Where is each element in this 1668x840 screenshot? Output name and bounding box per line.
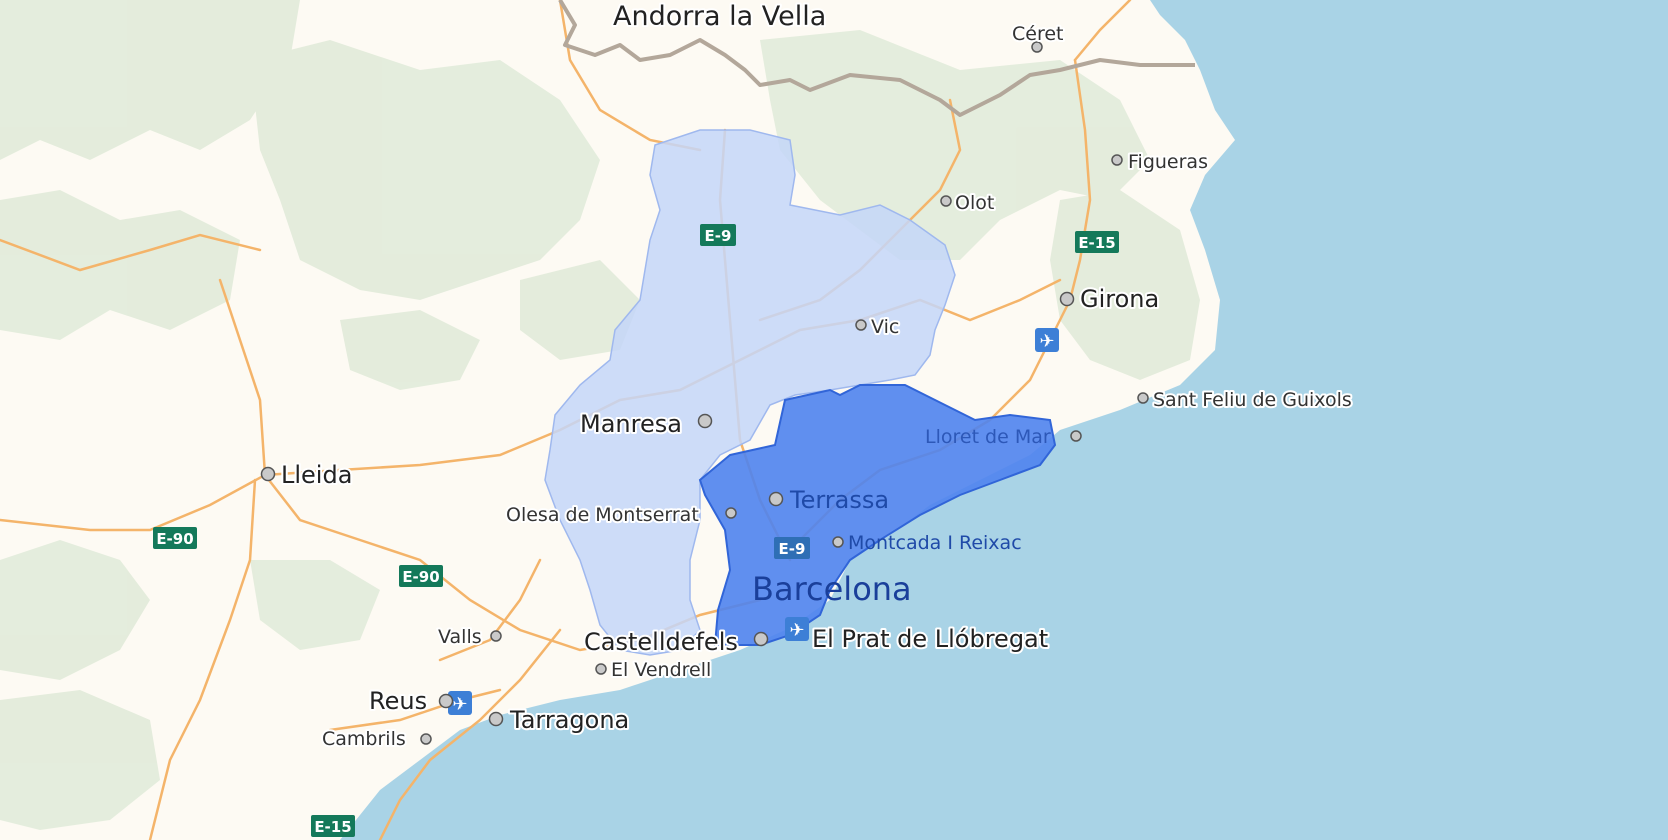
label-terrassa[interactable]: Terrassa xyxy=(789,486,889,514)
svg-text:E-90: E-90 xyxy=(402,568,439,586)
city-dot-icon xyxy=(1070,430,1082,442)
city-dot-icon xyxy=(438,693,454,709)
city-dot-icon xyxy=(753,631,769,647)
label-montcada[interactable]: Montcada I Reixac xyxy=(848,532,1022,554)
airport-reus[interactable]: ✈ xyxy=(448,691,472,715)
airport-girona[interactable]: ✈ xyxy=(1035,328,1059,352)
label-manresa[interactable]: Manresa xyxy=(578,408,684,440)
label-figueras[interactable]: Figueras xyxy=(1126,149,1210,175)
road-shield-e9-north: E-9 xyxy=(700,224,736,246)
label-valls[interactable]: Valls xyxy=(436,624,484,650)
forest-areas xyxy=(0,0,1200,830)
metropolitan-region[interactable] xyxy=(698,384,1057,646)
road-shield-e90-west: E-90 xyxy=(153,527,197,549)
road-shield-e15-south: E-15 xyxy=(311,815,355,837)
city-dot-icon xyxy=(1031,41,1043,53)
label-andorra[interactable]: Andorra la Vella xyxy=(611,0,828,34)
label-cambrils[interactable]: Cambrils xyxy=(320,726,408,752)
label-olot[interactable]: Olot xyxy=(953,190,996,216)
mediterranean-sea xyxy=(340,0,1668,840)
city-dot-icon xyxy=(832,536,844,548)
city-dot-icon xyxy=(1111,154,1123,166)
airplane-icon: ✈ xyxy=(452,694,467,715)
city-dot-icon xyxy=(697,413,713,429)
city-dot-icon xyxy=(768,491,784,507)
airport-barcelona[interactable]: ✈ xyxy=(785,617,809,641)
svg-text:E-15: E-15 xyxy=(1078,234,1115,252)
road-shield-e90-east: E-90 xyxy=(399,565,443,587)
label-lleida[interactable]: Lleida xyxy=(279,459,354,491)
svg-text:E-9: E-9 xyxy=(705,227,732,245)
city-dot-icon xyxy=(1059,291,1075,307)
city-dot-icon xyxy=(1137,392,1149,404)
city-dot-icon xyxy=(595,663,607,675)
province-region[interactable] xyxy=(544,129,956,656)
label-sant-feliu[interactable]: Sant Feliu de Guixols xyxy=(1151,387,1354,413)
road-shield-e9-south: E-9 xyxy=(774,537,810,559)
label-el-vendrell[interactable]: El Vendrell xyxy=(609,657,713,683)
label-vic[interactable]: Vic xyxy=(869,314,901,340)
label-girona[interactable]: Girona xyxy=(1078,283,1161,315)
label-reus[interactable]: Reus xyxy=(367,685,429,717)
label-lloret[interactable]: Lloret de Mar xyxy=(925,426,1051,448)
label-olesa[interactable]: Olesa de Montserrat xyxy=(504,502,701,528)
label-el-prat[interactable]: El Prat de Llóbregat xyxy=(810,623,1050,655)
label-ceret[interactable]: Céret xyxy=(1010,21,1066,47)
city-dot-icon xyxy=(725,507,737,519)
svg-text:E-15: E-15 xyxy=(314,818,351,836)
city-dot-icon xyxy=(490,630,502,642)
country-border xyxy=(558,0,1195,117)
airplane-icon: ✈ xyxy=(789,620,804,641)
road-shield-e15-north: E-15 xyxy=(1075,231,1119,253)
label-castelldefels[interactable]: Castelldefels xyxy=(582,626,740,658)
city-dot-icon xyxy=(420,733,432,745)
city-dot-icon xyxy=(855,319,867,331)
city-dot-icon xyxy=(940,195,952,207)
airplane-icon: ✈ xyxy=(1039,331,1054,352)
city-dot-icon xyxy=(260,466,276,482)
city-dot-icon xyxy=(488,711,504,727)
city-markers xyxy=(260,41,1149,745)
svg-text:E-9: E-9 xyxy=(779,540,806,558)
label-barcelona[interactable]: Barcelona xyxy=(752,570,912,608)
label-tarragona[interactable]: Tarragona xyxy=(507,704,631,736)
svg-text:E-90: E-90 xyxy=(156,530,193,548)
